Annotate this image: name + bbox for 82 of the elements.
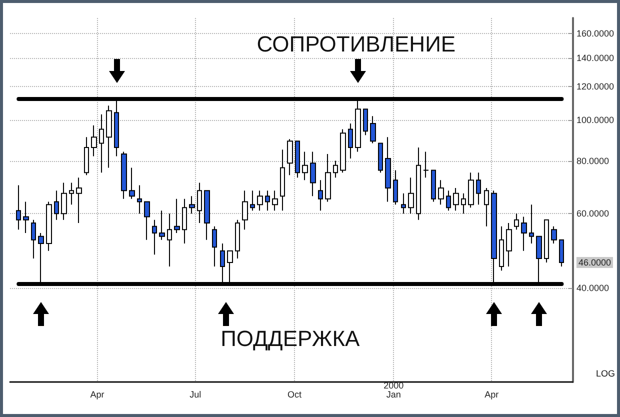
- candlestick: [333, 160, 338, 178]
- candlestick: [84, 136, 89, 176]
- candlestick: [416, 146, 421, 220]
- candlestick: [551, 226, 557, 244]
- candlestick: [310, 151, 316, 197]
- candlestick: [99, 114, 104, 174]
- candlestick: [61, 182, 67, 220]
- candlestick: [453, 187, 459, 212]
- candlestick: [529, 204, 534, 244]
- candlestick: [476, 172, 481, 206]
- candlestick: [129, 167, 135, 200]
- candlestick: [446, 190, 451, 212]
- y-tick-label: 60.0000: [576, 208, 610, 219]
- candlestick: [295, 140, 300, 178]
- y-tick-label: 40.0000: [576, 283, 610, 294]
- candlestick: [363, 108, 368, 136]
- candlestick: [257, 190, 263, 212]
- candlestick: [159, 210, 165, 240]
- legend-label: ПОДДЕРЖКА: [220, 326, 360, 352]
- x-tick-label: 2000 Jan: [384, 380, 404, 400]
- x-tick-label: Jul: [190, 390, 202, 400]
- candlestick: [370, 116, 376, 144]
- candlestick: [559, 239, 564, 267]
- candlestick: [242, 190, 248, 230]
- candlestick: [250, 190, 255, 212]
- candlestick: [121, 151, 127, 200]
- candlestick: [287, 138, 293, 176]
- candlestick: [506, 222, 512, 267]
- candlestick: [272, 190, 278, 212]
- candlestick: [152, 219, 157, 256]
- candlestick: [378, 142, 383, 174]
- candlestick: [280, 149, 285, 212]
- candlestick: [340, 128, 346, 174]
- candlestick: [265, 190, 270, 212]
- candlestick: [499, 226, 504, 272]
- candlestick: [544, 219, 549, 263]
- y-tick-label: 160.0000: [576, 28, 614, 38]
- y-tick-label: 140.0000: [576, 52, 614, 63]
- candlestick: [137, 184, 142, 214]
- candlestick: [521, 216, 527, 252]
- candlestick: [182, 198, 187, 244]
- candlestick: [423, 151, 429, 178]
- candlestick: [189, 196, 195, 214]
- candlestick: [46, 201, 52, 252]
- candlestick: [204, 190, 210, 240]
- y-tick-label: 120.0000: [576, 81, 614, 92]
- candlestick: [514, 213, 519, 230]
- text: LOG: [596, 368, 616, 378]
- candlestick: [167, 213, 172, 267]
- candlestick: [235, 219, 240, 260]
- candlestick: [468, 172, 474, 208]
- candlestick: [106, 105, 112, 168]
- candlestick: [31, 219, 36, 260]
- candlestick: [212, 226, 217, 267]
- candlestick: [144, 201, 150, 240]
- x-tick-label: Apr: [484, 390, 499, 400]
- candlestick: [23, 201, 29, 234]
- candlestick: [393, 170, 398, 206]
- candlestick: [174, 198, 180, 234]
- candlestick: [431, 170, 436, 202]
- candlestick: [438, 180, 444, 206]
- candlestick: [76, 177, 82, 224]
- x-tick-label: Apr: [90, 390, 104, 400]
- candlestick: [91, 124, 97, 157]
- y-tick-label: 100.0000: [576, 114, 614, 125]
- candlestick: [54, 190, 59, 220]
- x-tick-label: Oct: [287, 390, 302, 400]
- y-tick-label: 46.0000: [578, 257, 612, 268]
- candlestick: [401, 192, 406, 214]
- candlestick: [385, 136, 391, 202]
- candlestick: [197, 182, 202, 224]
- y-tick-label: 80.0000: [576, 156, 610, 166]
- candlestick: [325, 154, 331, 202]
- candlestick: [69, 182, 74, 206]
- candlestick: [461, 192, 466, 214]
- candlestick: [408, 177, 414, 214]
- ref-line-label: СОПРОТИВЛЕНИЕ: [256, 31, 456, 56]
- candlestick: [348, 122, 353, 159]
- candlestick: [302, 151, 308, 181]
- candlestick: [318, 180, 323, 212]
- candlestick: [484, 187, 489, 227]
- candlestick: [16, 184, 21, 230]
